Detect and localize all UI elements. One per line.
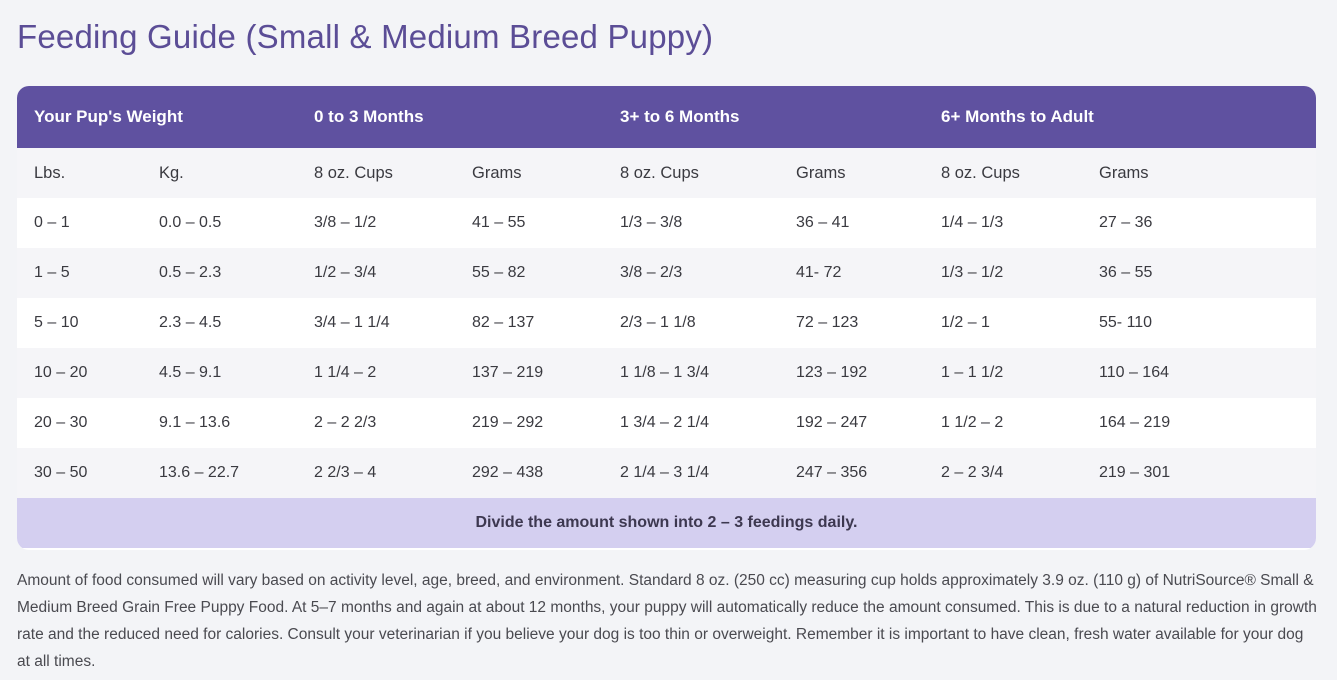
cell-cups-6-adult: 1 1/2 – 2	[941, 414, 1004, 431]
cell-grams-6-adult: 219 – 301	[1099, 464, 1171, 481]
table-row: 10 – 20 4.5 – 9.1 1 1/4 – 2 137 – 219 1 …	[17, 348, 1316, 398]
table-row: 30 – 50 13.6 – 22.7 2 2/3 – 4 292 – 438 …	[17, 448, 1316, 498]
subheader-cups-0-3: 8 oz. Cups	[314, 164, 393, 182]
cell-grams-6-adult: 55- 110	[1099, 314, 1153, 331]
subheader-grams-6-adult: Grams	[1099, 164, 1149, 182]
cell-kg: 0.5 – 2.3	[159, 264, 222, 281]
cell-cups-0-3: 2 2/3 – 4	[314, 464, 377, 481]
cell-cups-3-6: 3/8 – 2/3	[620, 264, 683, 281]
cell-cups-6-adult: 1/3 – 1/2	[941, 264, 1004, 281]
cell-grams-6-adult: 164 – 219	[1099, 414, 1171, 431]
cell-lbs: 30 – 50	[34, 464, 88, 481]
cell-grams-6-adult: 36 – 55	[1099, 264, 1153, 281]
cell-cups-3-6: 1 3/4 – 2 1/4	[620, 414, 709, 431]
cell-cups-3-6: 1 1/8 – 1 3/4	[620, 364, 709, 381]
cell-cups-0-3: 3/4 – 1 1/4	[314, 314, 390, 331]
cell-kg: 4.5 – 9.1	[159, 364, 222, 381]
subheader-cups-6-adult: 8 oz. Cups	[941, 164, 1020, 182]
page-title: Feeding Guide (Small & Medium Breed Pupp…	[17, 18, 714, 55]
cell-cups-3-6: 1/3 – 3/8	[620, 214, 683, 231]
cell-lbs: 20 – 30	[34, 414, 88, 431]
table-row: 5 – 10 2.3 – 4.5 3/4 – 1 1/4 82 – 137 2/…	[17, 298, 1316, 348]
header-6-months-to-adult: 6+ Months to Adult	[941, 107, 1094, 126]
cell-cups-6-adult: 1 – 1 1/2	[941, 364, 1004, 381]
table-footer-note: Divide the amount shown into 2 – 3 feedi…	[17, 498, 1316, 548]
header-weight: Your Pup's Weight	[34, 107, 183, 126]
subheader-cups-3-6: 8 oz. Cups	[620, 164, 699, 182]
table-row: 20 – 30 9.1 – 13.6 2 – 2 2/3 219 – 292 1…	[17, 398, 1316, 448]
feeding-note-paragraph: Amount of food consumed will vary based …	[17, 572, 1317, 670]
cell-cups-0-3: 2 – 2 2/3	[314, 414, 377, 431]
subheader-grams-3-6: Grams	[796, 164, 846, 182]
cell-lbs: 10 – 20	[34, 364, 88, 381]
cell-grams-6-adult: 110 – 164	[1099, 364, 1169, 381]
cell-cups-3-6: 2/3 – 1 1/8	[620, 314, 696, 331]
cell-grams-3-6: 247 – 356	[796, 464, 868, 481]
table-row: 1 – 5 0.5 – 2.3 1/2 – 3/4 55 – 82 3/8 – …	[17, 248, 1316, 298]
cell-kg: 2.3 – 4.5	[159, 314, 222, 331]
subheader-kg: Kg.	[159, 164, 184, 182]
cell-lbs: 5 – 10	[34, 314, 79, 331]
cell-cups-0-3: 1/2 – 3/4	[314, 264, 377, 281]
cell-grams-3-6: 123 – 192	[796, 364, 868, 381]
table-row: 0 – 1 0.0 – 0.5 3/8 – 1/2 41 – 55 1/3 – …	[17, 198, 1316, 248]
cell-kg: 9.1 – 13.6	[159, 414, 231, 431]
subheader-grams-0-3: Grams	[472, 164, 522, 182]
cell-grams-0-3: 292 – 438	[472, 464, 544, 481]
cell-cups-6-adult: 1/2 – 1	[941, 314, 990, 331]
cell-cups-6-adult: 1/4 – 1/3	[941, 214, 1004, 231]
cell-cups-6-adult: 2 – 2 3/4	[941, 464, 1004, 481]
subheader-lbs: Lbs.	[34, 164, 66, 182]
cell-grams-3-6: 72 – 123	[796, 314, 859, 331]
header-0-to-3-months: 0 to 3 Months	[314, 107, 424, 126]
cell-lbs: 1 – 5	[34, 264, 70, 281]
header-3-to-6-months: 3+ to 6 Months	[620, 107, 740, 126]
cell-grams-3-6: 41- 72	[796, 264, 842, 281]
cell-grams-3-6: 192 – 247	[796, 414, 868, 431]
cell-grams-0-3: 55 – 82	[472, 264, 526, 281]
cell-kg: 0.0 – 0.5	[159, 214, 222, 231]
cell-grams-6-adult: 27 – 36	[1099, 214, 1153, 231]
cell-cups-0-3: 3/8 – 1/2	[314, 214, 377, 231]
cell-grams-0-3: 82 – 137	[472, 314, 535, 331]
cell-kg: 13.6 – 22.7	[159, 464, 240, 481]
cell-grams-0-3: 137 – 219	[472, 364, 544, 381]
feeding-guide-table: Your Pup's Weight 0 to 3 Months 3+ to 6 …	[17, 86, 1316, 550]
cell-lbs: 0 – 1	[34, 214, 70, 231]
cell-grams-3-6: 36 – 41	[796, 214, 850, 231]
table-group-header: Your Pup's Weight 0 to 3 Months 3+ to 6 …	[17, 86, 1316, 148]
table-subheader-row: Lbs. Kg. 8 oz. Cups Grams 8 oz. Cups Gra…	[17, 148, 1316, 198]
cell-grams-0-3: 219 – 292	[472, 414, 544, 431]
cell-grams-0-3: 41 – 55	[472, 214, 526, 231]
cell-cups-0-3: 1 1/4 – 2	[314, 364, 377, 381]
cell-cups-3-6: 2 1/4 – 3 1/4	[620, 464, 709, 481]
